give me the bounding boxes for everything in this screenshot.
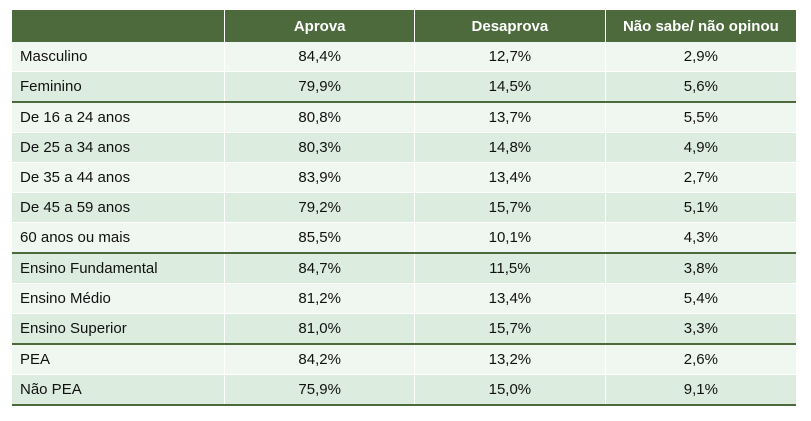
table-row: Não PEA 75,9% 15,0% 9,1%	[12, 374, 796, 406]
table-row: De 16 a 24 anos 80,8% 13,7% 5,5%	[12, 101, 796, 133]
cell-nao-sabe: 4,9%	[604, 132, 796, 163]
cell-aprova: 81,0%	[224, 313, 415, 345]
cell-desaprova: 13,7%	[414, 101, 606, 133]
cell-aprova: 81,2%	[224, 283, 415, 314]
cell-aprova: 80,8%	[224, 101, 415, 133]
row-label: Masculino	[12, 42, 225, 72]
cell-nao-sabe: 5,6%	[604, 71, 796, 103]
cell-desaprova: 15,7%	[414, 313, 606, 345]
header-desaprova: Desaprova	[414, 10, 606, 42]
cell-desaprova: 13,4%	[414, 162, 606, 193]
cell-aprova: 80,3%	[224, 132, 415, 163]
row-label: De 25 a 34 anos	[12, 132, 225, 163]
cell-desaprova: 13,4%	[414, 283, 606, 314]
cell-nao-sabe: 2,6%	[604, 343, 796, 375]
table-row: PEA 84,2% 13,2% 2,6%	[12, 343, 796, 375]
table-row: De 45 a 59 anos 79,2% 15,7% 5,1%	[12, 192, 796, 223]
cell-nao-sabe: 2,7%	[604, 162, 796, 193]
cell-aprova: 79,2%	[224, 192, 415, 223]
cell-nao-sabe: 3,3%	[604, 313, 796, 345]
table-row: 60 anos ou mais 85,5% 10,1% 4,3%	[12, 222, 796, 254]
cell-desaprova: 12,7%	[414, 42, 606, 72]
cell-desaprova: 13,2%	[414, 343, 606, 375]
row-label: Ensino Fundamental	[12, 252, 225, 284]
table-row: Feminino 79,9% 14,5% 5,6%	[12, 71, 796, 103]
row-label: Ensino Médio	[12, 283, 225, 314]
table-row: De 25 a 34 anos 80,3% 14,8% 4,9%	[12, 132, 796, 163]
table-row: Ensino Fundamental 84,7% 11,5% 3,8%	[12, 252, 796, 284]
cell-desaprova: 11,5%	[414, 252, 606, 284]
cell-nao-sabe: 2,9%	[604, 42, 796, 72]
row-label: 60 anos ou mais	[12, 222, 225, 254]
cell-desaprova: 10,1%	[414, 222, 606, 254]
row-label: De 35 a 44 anos	[12, 162, 225, 193]
table-row: De 35 a 44 anos 83,9% 13,4% 2,7%	[12, 162, 796, 193]
row-label: PEA	[12, 343, 225, 375]
cell-aprova: 85,5%	[224, 222, 415, 254]
cell-nao-sabe: 9,1%	[604, 374, 796, 406]
row-label: Feminino	[12, 71, 225, 103]
cell-nao-sabe: 3,8%	[604, 252, 796, 284]
cell-desaprova: 14,5%	[414, 71, 606, 103]
header-aprova: Aprova	[224, 10, 415, 42]
row-label: De 16 a 24 anos	[12, 101, 225, 133]
cell-aprova: 84,4%	[224, 42, 415, 72]
table-row: Ensino Médio 81,2% 13,4% 5,4%	[12, 283, 796, 314]
table-row: Masculino 84,4% 12,7% 2,9%	[12, 42, 796, 72]
row-label: Não PEA	[12, 374, 225, 406]
header-corner	[12, 10, 225, 42]
row-label: De 45 a 59 anos	[12, 192, 225, 223]
cell-aprova: 83,9%	[224, 162, 415, 193]
table-row: Ensino Superior 81,0% 15,7% 3,3%	[12, 313, 796, 345]
row-label: Ensino Superior	[12, 313, 225, 345]
header-nao-sabe: Não sabe/ não opinou	[604, 10, 796, 42]
cell-nao-sabe: 4,3%	[604, 222, 796, 254]
cell-desaprova: 14,8%	[414, 132, 606, 163]
cell-aprova: 84,2%	[224, 343, 415, 375]
cell-desaprova: 15,7%	[414, 192, 606, 223]
cell-aprova: 84,7%	[224, 252, 415, 284]
cell-aprova: 75,9%	[224, 374, 415, 406]
cell-nao-sabe: 5,4%	[604, 283, 796, 314]
header-row: Aprova Desaprova Não sabe/ não opinou	[12, 10, 796, 42]
cell-nao-sabe: 5,5%	[604, 101, 796, 133]
cell-nao-sabe: 5,1%	[604, 192, 796, 223]
approval-table: Aprova Desaprova Não sabe/ não opinou Ma…	[12, 10, 796, 406]
cell-desaprova: 15,0%	[414, 374, 606, 406]
cell-aprova: 79,9%	[224, 71, 415, 103]
